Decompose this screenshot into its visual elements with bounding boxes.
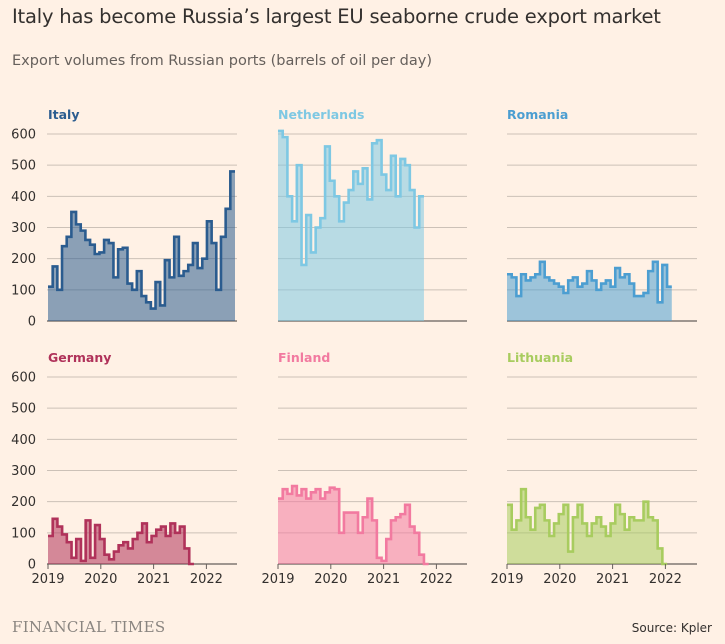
x-tick-label: 2021: [596, 572, 629, 587]
panel-title-lithuania: Lithuania: [507, 350, 573, 365]
panel-title-netherlands: Netherlands: [278, 107, 364, 122]
x-tick-label: 2019: [261, 572, 294, 587]
x-tick-label: 2022: [190, 572, 223, 587]
series-line-romania: [507, 260, 672, 304]
series-area-italy: [48, 171, 235, 321]
x-tick-label: 2022: [420, 572, 453, 587]
y-tick-label: 200: [11, 252, 36, 267]
chart-title: Italy has become Russia’s largest EU sea…: [12, 5, 661, 28]
panel-title-finland: Finland: [278, 350, 330, 365]
series-line-lithuania: [507, 487, 668, 566]
y-tick-label: 400: [11, 433, 36, 448]
x-tick-label: 2019: [31, 572, 64, 587]
x-tick-label: 2019: [490, 572, 523, 587]
y-tick-label: 100: [11, 283, 36, 298]
y-tick-label: 300: [11, 221, 36, 236]
y-tick-label: 500: [11, 159, 36, 174]
ft-logo: FINANCIAL TIMES: [12, 618, 166, 636]
source-note: Source: Kpler: [631, 621, 712, 635]
x-tick-label: 2020: [84, 572, 117, 587]
chart-subtitle: Export volumes from Russian ports (barre…: [12, 53, 432, 69]
x-tick-label: 2021: [367, 572, 400, 587]
y-tick-label: 100: [11, 526, 36, 541]
panel-title-italy: Italy: [48, 107, 80, 122]
series-line-germany: [48, 517, 194, 566]
y-tick-label: 400: [11, 190, 36, 205]
series-area-finland: [278, 486, 429, 564]
y-tick-label: 600: [11, 371, 36, 386]
series-line-italy: [48, 170, 235, 310]
x-tick-label: 2020: [314, 572, 347, 587]
series-area-netherlands: [278, 130, 424, 321]
series-area-romania: [507, 261, 672, 321]
panel-title-romania: Romania: [507, 107, 568, 122]
y-tick-label: 200: [11, 495, 36, 510]
y-tick-label: 600: [11, 128, 36, 143]
x-tick-label: 2020: [543, 572, 576, 587]
series-line-finland: [278, 484, 429, 566]
y-tick-label: 0: [28, 315, 36, 330]
x-tick-label: 2021: [137, 572, 170, 587]
x-tick-label: 2022: [649, 572, 682, 587]
y-tick-label: 500: [11, 402, 36, 417]
panel-title-germany: Germany: [48, 350, 111, 365]
y-tick-label: 0: [28, 558, 36, 573]
y-tick-label: 300: [11, 464, 36, 479]
series-line-netherlands: [278, 129, 424, 267]
